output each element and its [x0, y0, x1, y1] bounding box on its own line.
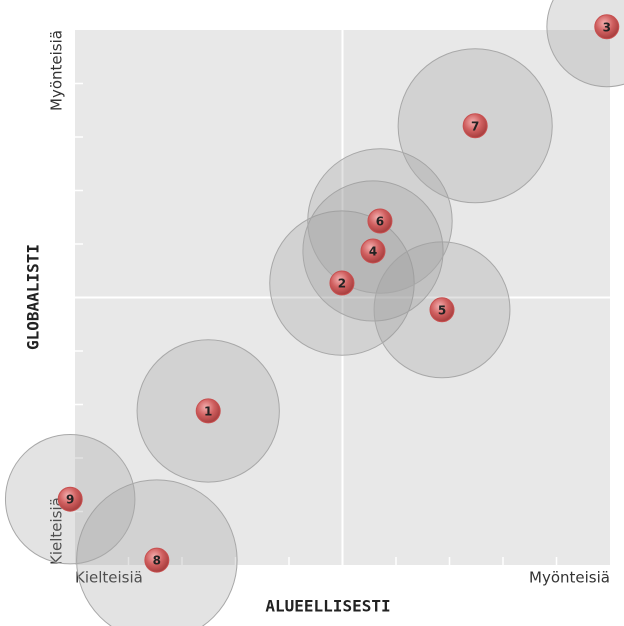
- y-tick-label: Kielteisiä: [48, 497, 66, 565]
- marker: [429, 297, 455, 323]
- marker: [367, 208, 393, 234]
- bubble-label: 8: [153, 554, 161, 568]
- bubble-label: 7: [471, 119, 479, 133]
- marker: [360, 238, 386, 264]
- bubble-label: 3: [603, 20, 611, 34]
- bubble-label: 4: [369, 244, 377, 258]
- y-axis-title: GLOBAALISTI: [24, 244, 43, 350]
- marker: [594, 14, 620, 40]
- x-tick-label: Kielteisiä: [75, 569, 143, 587]
- marker: [195, 398, 221, 424]
- bubble-label: 6: [376, 214, 384, 228]
- bubble-label: 5: [438, 303, 446, 317]
- bubble-label: 2: [338, 277, 346, 291]
- marker: [57, 486, 83, 512]
- marker: [144, 547, 170, 573]
- bubble-label: 1: [204, 404, 212, 418]
- bubble-label: 9: [66, 493, 74, 507]
- x-axis-title: ALUEELLISESTI: [265, 597, 390, 616]
- y-tick-label: Myönteisiä: [48, 30, 66, 111]
- x-tick-label: Myönteisiä: [529, 569, 610, 587]
- marker: [329, 270, 355, 296]
- marker: [462, 113, 488, 139]
